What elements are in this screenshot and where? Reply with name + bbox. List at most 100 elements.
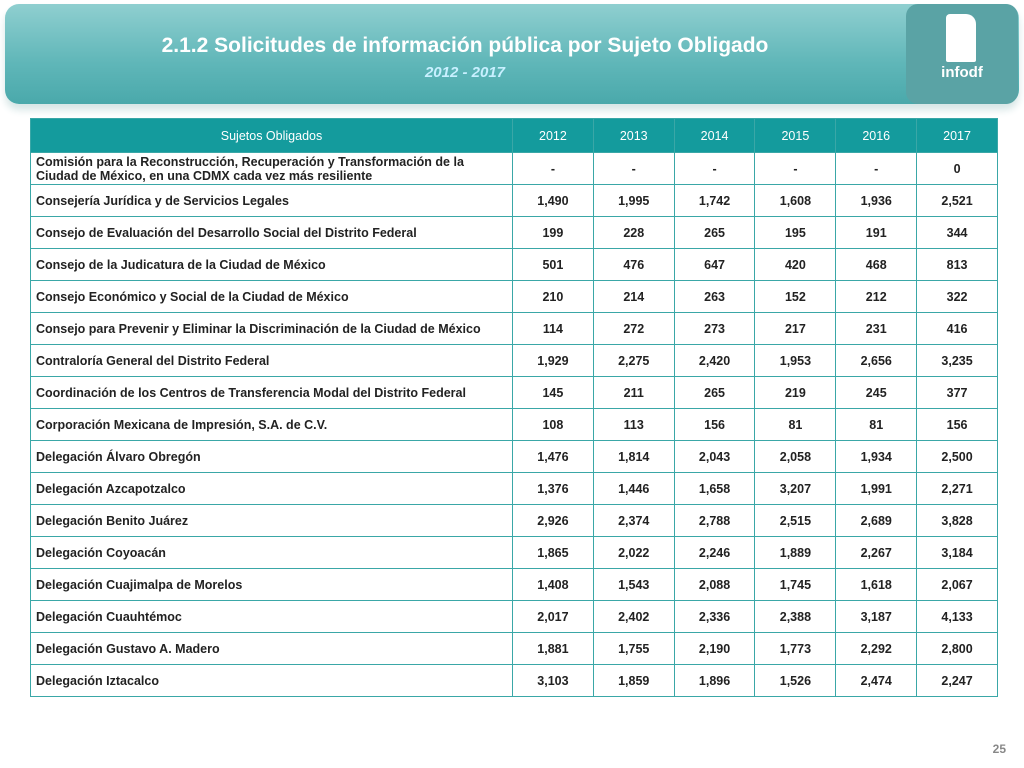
row-label: Delegación Cuajimalpa de Morelos — [30, 568, 513, 601]
row-label: Coordinación de los Centros de Transfere… — [30, 376, 513, 409]
cell: 210 — [512, 280, 594, 313]
table-row: Consejería Jurídica y de Servicios Legal… — [30, 184, 998, 217]
table-row: Delegación Azcapotzalco 1,376 1,446 1,658 3,… — [30, 472, 998, 505]
cell: 265 — [673, 376, 756, 409]
row-label: Comisión para la Reconstrucción, Recuper… — [30, 152, 513, 185]
cell: 114 — [512, 312, 594, 345]
cell: 2,247 — [916, 664, 998, 697]
cell: 156 — [916, 408, 998, 441]
cell: 217 — [754, 312, 837, 345]
table-row: Comisión para la Reconstrucción, Recuper… — [30, 152, 998, 185]
cell: 199 — [512, 216, 594, 249]
row-label: Consejo para Prevenir y Eliminar la Disc… — [30, 312, 513, 345]
cell: - — [754, 152, 837, 185]
cell: 273 — [673, 312, 756, 345]
logo-shape — [946, 14, 976, 62]
cell: 1,618 — [835, 568, 918, 601]
header-banner: 2.1.2 Solicitudes de información pública… — [5, 4, 1019, 104]
header-row: Sujetos Obligados 2012 2013 2014 2015 2016 201… — [30, 118, 998, 153]
cell: 1,526 — [754, 664, 837, 697]
cell: 2,017 — [512, 600, 594, 633]
cell: 191 — [835, 216, 918, 249]
table-row: Corporación Mexicana de Impresión, S.A. … — [30, 408, 998, 441]
row-label: Corporación Mexicana de Impresión, S.A. … — [30, 408, 513, 441]
cell: 1,446 — [592, 472, 675, 505]
cell: 2,067 — [916, 568, 998, 601]
cell: 3,187 — [835, 600, 918, 633]
cell: 2,246 — [673, 536, 756, 569]
row-label: Consejo de la Judicatura de la Ciudad de… — [30, 248, 513, 281]
cell: 2,800 — [916, 632, 998, 665]
cell: 3,828 — [916, 504, 998, 537]
cell: 265 — [673, 216, 756, 249]
cell: 231 — [835, 312, 918, 345]
cell: - — [592, 152, 675, 185]
cell: 2,022 — [592, 536, 675, 569]
cell: 1,859 — [592, 664, 675, 697]
cell: 1,608 — [754, 184, 837, 217]
cell: 468 — [835, 248, 918, 281]
cell: 219 — [754, 376, 837, 409]
cell: 2,058 — [754, 440, 837, 473]
cell: 1,755 — [592, 632, 675, 665]
row-label: Delegación Benito Juárez — [30, 504, 513, 537]
cell: 3,103 — [512, 664, 594, 697]
row-label: Contraloría General del Distrito Federal — [30, 344, 513, 377]
cell: 3,207 — [754, 472, 837, 505]
cell: 2,474 — [835, 664, 918, 697]
table-row: Contraloría General del Distrito Federal… — [30, 344, 998, 377]
cell: 4,133 — [916, 600, 998, 633]
cell: 2,271 — [916, 472, 998, 505]
cell: 476 — [592, 248, 675, 281]
cell: 2,336 — [673, 600, 756, 633]
cell: 2,689 — [835, 504, 918, 537]
column-header: Sujetos Obligados — [30, 118, 513, 153]
cell: 212 — [835, 280, 918, 313]
row-label: Consejo de Evaluación del Desarrollo Soc… — [30, 216, 513, 249]
cell: 2,788 — [673, 504, 756, 537]
cell: 1,658 — [673, 472, 756, 505]
table-row: Consejo de Evaluación del Desarrollo Soc… — [30, 216, 998, 249]
row-label: Delegación Azcapotzalco — [30, 472, 513, 505]
cell: 322 — [916, 280, 998, 313]
cell: 214 — [592, 280, 675, 313]
cell: 2,374 — [592, 504, 675, 537]
table-row: Delegación Gustavo A. Madero 1,881 1,755 2,… — [30, 632, 998, 665]
column-header: 2013 — [592, 118, 675, 153]
table-row: Coordinación de los Centros de Transfere… — [30, 376, 998, 409]
cell: 1,991 — [835, 472, 918, 505]
row-label: Delegación Álvaro Obregón — [30, 440, 513, 473]
cell: 2,656 — [835, 344, 918, 377]
cell: 377 — [916, 376, 998, 409]
row-label: Delegación Cuauhtémoc — [30, 600, 513, 633]
cell: 501 — [512, 248, 594, 281]
table-row: Delegación Cuauhtémoc 2,017 2,402 2,336 2,38… — [30, 600, 998, 633]
column-header: 2017 — [916, 118, 998, 153]
column-header: 2015 — [754, 118, 837, 153]
cell: 0 — [916, 152, 998, 185]
table-row: Delegación Álvaro Obregón 1,476 1,814 2,043… — [30, 440, 998, 473]
cell: 113 — [592, 408, 675, 441]
cell: 272 — [592, 312, 675, 345]
cell: 2,521 — [916, 184, 998, 217]
subtitle: 2012 - 2017 — [424, 64, 506, 81]
cell: 245 — [835, 376, 918, 409]
cell: 2,043 — [673, 440, 756, 473]
table-row: Delegación Iztacalco 3,103 1,859 1,896 1,526… — [30, 664, 998, 697]
column-header: 2012 — [512, 118, 594, 153]
cell: 2,402 — [592, 600, 675, 633]
table-row: Delegación Cuajimalpa de Morelos 1,408 1,5… — [30, 568, 998, 601]
cell: 3,184 — [916, 536, 998, 569]
row-label: Delegación Gustavo A. Madero — [30, 632, 513, 665]
row-label: Delegación Coyoacán — [30, 536, 513, 569]
cell: 1,814 — [592, 440, 675, 473]
cell: 2,267 — [835, 536, 918, 569]
table-row: Delegación Benito Juárez 2,926 2,374 2,788 2… — [30, 504, 998, 537]
cell: 416 — [916, 312, 998, 345]
title: 2.1.2 Solicitudes de información pública… — [161, 34, 769, 57]
cell: 156 — [673, 408, 756, 441]
cell: 1,376 — [512, 472, 594, 505]
cell: 2,388 — [754, 600, 837, 633]
cell: 1,936 — [835, 184, 918, 217]
